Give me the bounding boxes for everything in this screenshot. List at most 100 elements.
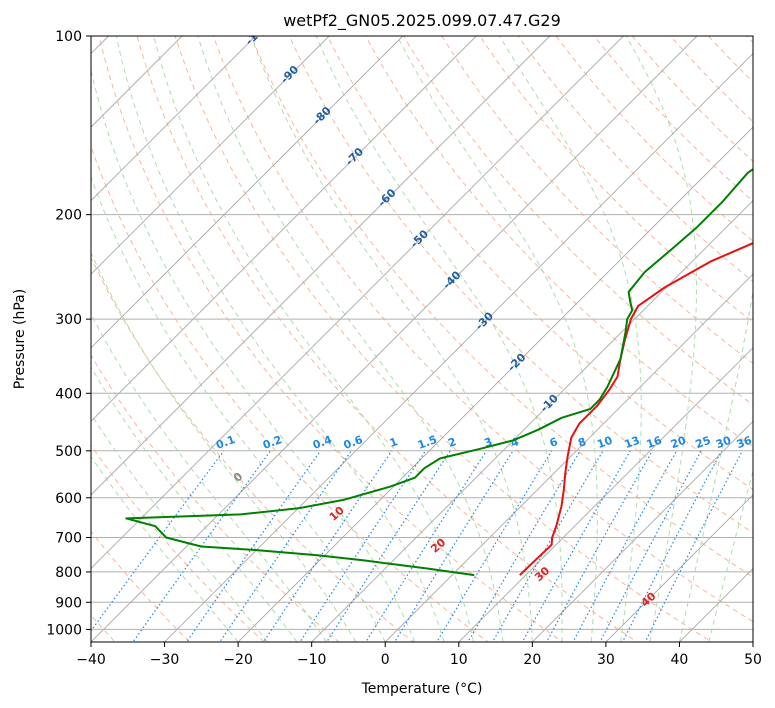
dry-adiabat-line	[91, 444, 265, 642]
mixing-ratio-line	[545, 450, 653, 642]
y-tick-label: 100	[55, 29, 82, 45]
isotherm-line	[91, 36, 404, 349]
mixing-ratio-label: 25	[694, 434, 713, 451]
axes: −40 −30 −20 −10 0 10 20 30 40 5010020030040050060…	[46, 29, 762, 668]
dry-adiabat-line	[212, 36, 753, 623]
mixing-ratio-line	[299, 450, 427, 642]
dry-adiabat-line	[365, 36, 753, 448]
isotherm-line	[310, 199, 753, 642]
isotherm-line	[91, 36, 551, 496]
mixing-ratio-label: 1	[388, 435, 400, 450]
isotherm-line	[91, 36, 330, 275]
y-tick-label: 1000	[46, 622, 82, 638]
x-axis-title: Temperature (°C)	[361, 681, 483, 697]
mixing-ratio-label: 20	[669, 434, 688, 452]
mixing-ratio-line	[467, 450, 581, 642]
mixing-ratio-label: 0.4	[311, 433, 334, 452]
mixing-ratio-label: 0.1	[214, 433, 237, 452]
dry-adiabat-line	[441, 36, 753, 364]
mixing-ratio-line	[521, 450, 631, 642]
mixing-ratio-label: 10	[595, 434, 614, 452]
mixing-ratio-label: 16	[645, 434, 664, 452]
x-tick-label: 50	[744, 652, 762, 668]
mixing-ratio-label: 13	[623, 434, 642, 451]
isotherm-line	[91, 36, 698, 642]
mixing-ratio-line	[218, 450, 352, 642]
isotherm-line	[91, 36, 477, 423]
mixing-ratio-label: 8	[576, 435, 588, 450]
y-tick-label: 600	[55, 491, 82, 507]
x-tick-label: −20	[223, 652, 253, 668]
x-tick-label: −30	[150, 652, 180, 668]
moist-adiabat-line	[91, 251, 357, 642]
y-tick-label: 800	[55, 565, 82, 581]
x-tick-label: 40	[671, 652, 689, 668]
y-tick-label: 500	[55, 444, 82, 460]
temperature-profile-line	[519, 242, 753, 576]
x-tick-label: 10	[450, 652, 468, 668]
chart-title: wetPf2_GN05.2025.099.07.47.G29	[283, 11, 561, 31]
x-tick-label: 30	[597, 652, 615, 668]
moist-adiabat-line	[625, 36, 697, 642]
moist-adiabat-line	[91, 175, 386, 642]
isotherm-line	[458, 347, 753, 642]
isotherm-line	[91, 36, 624, 570]
mixing-ratio-line	[572, 450, 678, 642]
mixing-ratio-line	[436, 450, 553, 642]
x-tick-label: 20	[523, 652, 541, 668]
mixing-ratio-line	[325, 450, 451, 642]
moist-adiabat-line	[91, 412, 268, 642]
y-tick-label: 400	[55, 386, 82, 402]
mixing-ratio-line	[262, 450, 393, 642]
dry-adiabat-line	[91, 256, 415, 642]
plot-background	[91, 36, 753, 642]
isotherm-label: -100	[243, 19, 272, 48]
mixing-ratio-label: 2	[446, 435, 458, 450]
profile-series	[125, 168, 753, 577]
background-lines	[91, 36, 753, 642]
mixing-ratio-label: 0.6	[342, 433, 365, 452]
isotherm-line	[384, 273, 753, 642]
plot-frame	[90, 35, 754, 643]
moist-adiabat-line	[250, 36, 533, 642]
mixing-ratio-label: 0.2	[261, 433, 284, 452]
dewpoint-profile-line	[125, 168, 753, 577]
moist-adiabat-line	[499, 36, 642, 642]
dry-adiabat-line	[98, 36, 564, 642]
dry-adiabat-line	[479, 36, 753, 323]
dry-adiabat-line	[517, 36, 753, 283]
mixing-ratio-label: 4	[509, 435, 521, 450]
dry-adiabat-line	[327, 36, 753, 491]
dry-adiabat-line	[136, 36, 639, 642]
y-tick-label: 200	[55, 208, 82, 224]
mixing-ratio-label: 6	[548, 435, 560, 450]
mixing-ratio-label: 1.5	[416, 433, 439, 452]
isotherm-line	[91, 36, 257, 202]
x-tick-label: −40	[76, 652, 106, 668]
moist-adiabat-line	[91, 68, 416, 642]
dry-adiabat-line	[91, 145, 489, 642]
isotherm-line	[605, 494, 753, 642]
y-tick-label: 900	[55, 595, 82, 611]
isotherm-line	[237, 126, 753, 642]
y-tick-label: 300	[55, 312, 82, 328]
mixing-ratio-label: 36	[735, 434, 754, 452]
dry-adiabat-line	[288, 36, 753, 534]
moist-adiabat-line	[115, 36, 445, 642]
mixing-ratio-label: 3	[482, 435, 494, 450]
x-tick-label: −10	[297, 652, 327, 668]
mixing-ratio-line	[185, 450, 321, 642]
moist-adiabat-line	[396, 36, 598, 642]
dry-adiabat-line	[403, 36, 753, 406]
mixing-ratio-label: 30	[714, 434, 733, 452]
y-tick-label: 700	[55, 531, 82, 547]
moist-adiabat-line	[91, 455, 239, 642]
moist-adiabat-line	[315, 36, 563, 642]
mixing-ratio-line	[132, 450, 272, 642]
y-axis-title: Pressure (hPa)	[12, 289, 28, 389]
dry-adiabat-line	[174, 36, 713, 642]
isotherm-line	[531, 420, 753, 642]
mixing-ratio-line	[644, 450, 743, 642]
x-tick-label: 0	[381, 652, 390, 668]
